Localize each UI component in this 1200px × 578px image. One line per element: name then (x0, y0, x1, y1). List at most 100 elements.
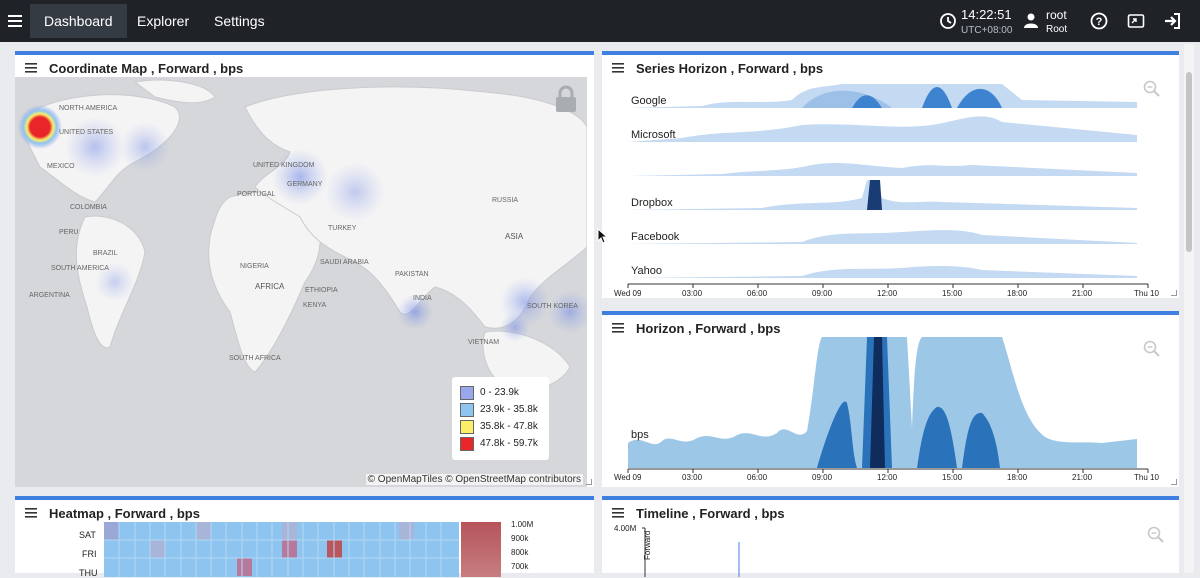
map-label: TURKEY (328, 225, 357, 232)
panel-menu-icon[interactable] (25, 508, 37, 518)
legend-item: 35.8k - 47.8k (460, 418, 541, 435)
map-label: PAKISTAN (395, 271, 429, 278)
map-label: KENYA (303, 302, 327, 309)
logout-icon[interactable] (1163, 12, 1181, 30)
axis-tick: 18:00 (1007, 473, 1028, 482)
axis-tick: 09:00 (812, 473, 833, 482)
map-label: ARGENTINA (29, 292, 70, 299)
user-icon (1024, 13, 1038, 28)
user-role: Root (1046, 24, 1068, 35)
legend-item: 47.8k - 59.7k (460, 435, 541, 452)
axis-tick: 03:00 (682, 473, 703, 482)
world-map[interactable]: NORTH AMERICA UNITED STATES MEXICO UNITE… (15, 77, 587, 487)
axis-tick: 12:00 (877, 473, 898, 482)
map-label: SOUTH KOREA (527, 303, 578, 310)
top-navigation-bar: Dashboard Explorer Settings 14:22:51 UTC… (0, 0, 1200, 42)
series-label-microsoft: Microsoft (631, 129, 676, 141)
map-label: GERMANY (287, 181, 323, 188)
nav-dashboard[interactable]: Dashboard (30, 4, 127, 38)
map-label: UNITED KINGDOM (253, 162, 315, 169)
map-label: VIETNAM (468, 339, 500, 346)
map-label: COLOMBIA (70, 204, 107, 211)
page-scrollbar[interactable] (1184, 44, 1194, 573)
map-label: NORTH AMERICA (59, 105, 118, 112)
map-label: MEXICO (47, 163, 75, 170)
map-label: SOUTH AMERICA (51, 265, 109, 272)
series-label-google: Google (631, 95, 667, 107)
horizon-panel: Horizon , Forward , bps bps Wed 09 03:00… (602, 311, 1179, 487)
series-horizon-panel: Series Horizon , Forward , bps (602, 51, 1179, 298)
heatmap-grid[interactable] (104, 522, 459, 577)
map-label: SAUDI ARABIA (320, 259, 369, 266)
horizon-chart[interactable] (602, 333, 1179, 485)
map-label: BRAZIL (93, 250, 118, 257)
legend-label: 0 - 23.9k (480, 387, 519, 398)
timeline-chart[interactable] (642, 524, 762, 577)
zoom-out-icon[interactable] (1143, 340, 1161, 358)
heatmap-scale-tick: 700k (511, 562, 529, 571)
series-label-facebook: Facebook (631, 231, 680, 243)
legend-swatch (460, 436, 474, 451)
hamburger-menu-icon[interactable] (0, 0, 30, 42)
heatmap-scale-bar (461, 522, 501, 577)
panel-menu-icon[interactable] (25, 63, 37, 73)
axis-tick: Wed 09 (614, 473, 642, 482)
panel-menu-icon[interactable] (612, 323, 624, 333)
panel-title: Timeline , Forward , bps (636, 506, 785, 521)
resize-handle[interactable] (1171, 290, 1177, 296)
axis-tick: Thu 10 (1134, 473, 1159, 482)
clock-timezone: UTC+08:00 (961, 25, 1013, 36)
panel-title: Horizon , Forward , bps (636, 321, 781, 336)
user-name[interactable]: root (1046, 8, 1067, 22)
heatmap-panel: Heatmap , Forward , bps SAT FRI THU 1.00… (15, 496, 594, 578)
map-label: PERU (59, 229, 79, 236)
legend-swatch (460, 419, 474, 434)
legend-item: 0 - 23.9k (460, 384, 541, 401)
clock-icon (940, 13, 956, 29)
timeline-y-max: 4.00M (614, 524, 637, 533)
heatmap-scale-tick: 900k (511, 534, 529, 543)
axis-tick: 21:00 (1072, 289, 1093, 298)
fullscreen-icon[interactable] (1127, 12, 1145, 30)
heatmap-row-label: THU (79, 568, 98, 578)
zoom-out-icon[interactable] (1143, 80, 1161, 98)
axis-tick: 15:00 (942, 473, 963, 482)
nav-settings[interactable]: Settings (214, 13, 265, 29)
axis-tick: Thu 10 (1134, 289, 1159, 298)
map-attribution[interactable]: © OpenMapTiles © OpenStreetMap contribut… (365, 474, 583, 485)
axis-tick: 03:00 (682, 289, 703, 298)
heatmap-row-label: SAT (79, 530, 96, 540)
axis-tick: 09:00 (812, 289, 833, 298)
coordinate-map-panel: Coordinate Map , Forward , bps (15, 51, 594, 487)
panel-title: Series Horizon , Forward , bps (636, 61, 824, 76)
resize-handle[interactable] (1171, 479, 1177, 485)
heatmap-row-label: FRI (82, 549, 97, 559)
legend-swatch (460, 402, 474, 417)
map-label: INDIA (413, 295, 432, 302)
map-label: NIGERIA (240, 263, 269, 270)
heatmap-scale-tick: 1.00M (511, 520, 534, 529)
horizon-series-label: bps (631, 429, 649, 441)
panel-menu-icon[interactable] (612, 63, 624, 73)
lock-icon[interactable] (553, 85, 579, 113)
help-icon[interactable]: ? (1090, 12, 1108, 30)
panel-menu-icon[interactable] (612, 508, 624, 518)
zoom-out-icon[interactable] (1147, 526, 1165, 544)
map-label: ETHIOPIA (305, 287, 338, 294)
axis-tick: 21:00 (1072, 473, 1093, 482)
series-label-dropbox: Dropbox (631, 197, 673, 209)
mouse-cursor-icon (597, 228, 607, 244)
axis-tick: 15:00 (942, 289, 963, 298)
map-label: RUSSIA (492, 197, 519, 204)
axis-tick: 06:00 (747, 473, 768, 482)
timeline-panel: Timeline , Forward , bps 4.00M Forward (602, 496, 1179, 577)
map-label: AFRICA (255, 282, 285, 291)
nav-explorer[interactable]: Explorer (137, 13, 190, 29)
series-horizon-chart[interactable] (602, 80, 1179, 300)
scrollbar-thumb[interactable] (1186, 72, 1192, 252)
map-label: ASIA (505, 232, 524, 241)
heatmap-scale-tick: 800k (511, 548, 529, 557)
resize-handle[interactable] (586, 479, 592, 485)
map-label: UNITED STATES (59, 129, 114, 136)
legend-label: 47.8k - 59.7k (480, 438, 538, 449)
